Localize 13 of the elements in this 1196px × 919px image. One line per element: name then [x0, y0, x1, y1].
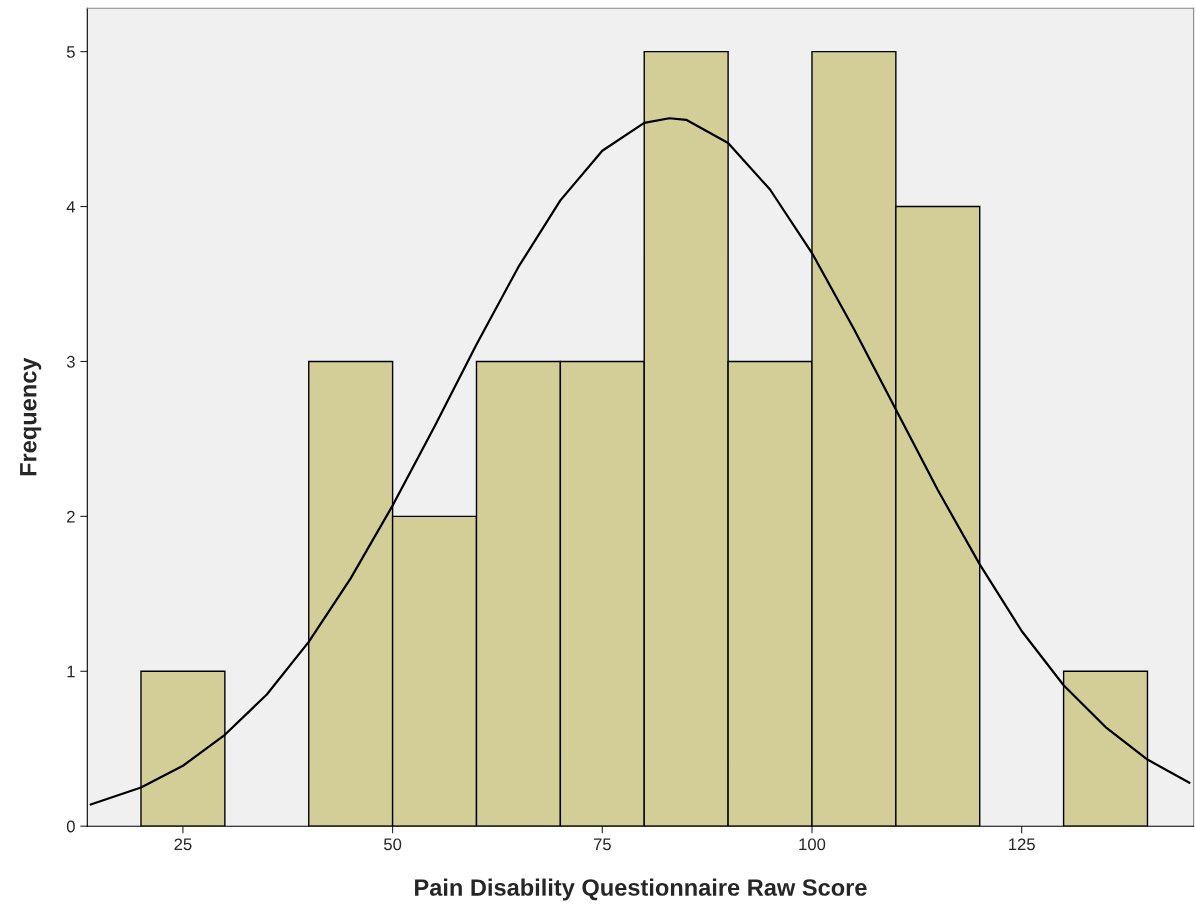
y-tick-label: 0: [66, 820, 75, 833]
y-axis-title: Frequency: [20, 357, 42, 476]
x-tick-label: 75: [593, 838, 611, 851]
y-tick-label: 4: [66, 201, 76, 213]
y-tick-label: 1: [67, 665, 75, 678]
x-axis-title: Pain Disability Questionnaire Raw Score: [415, 878, 867, 901]
x-tick-label: 125: [1009, 838, 1035, 851]
y-tick-label: 5: [66, 46, 75, 58]
y-tick-label: 3: [66, 355, 75, 368]
y-tick-label: 2: [67, 510, 75, 523]
x-tick-label: 50: [384, 838, 402, 851]
x-tick-label: 100: [799, 838, 826, 851]
x-tick-label: 25: [174, 838, 192, 851]
